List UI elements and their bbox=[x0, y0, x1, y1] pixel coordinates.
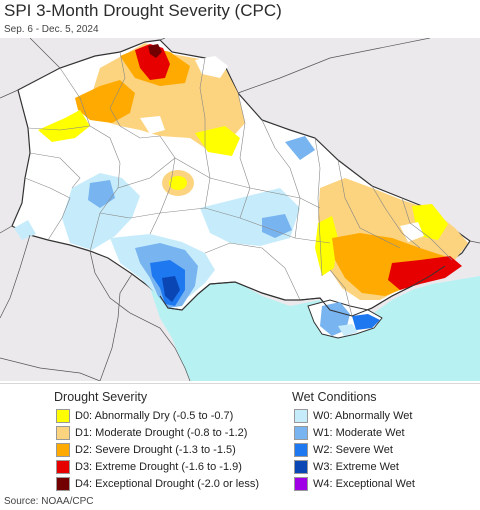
wet-w1-northeast bbox=[285, 136, 315, 160]
swatch-d4 bbox=[56, 477, 70, 491]
wet-w1-west bbox=[88, 180, 115, 208]
swatch-w3 bbox=[294, 460, 308, 474]
drought-d0-north-central bbox=[195, 126, 240, 156]
swatch-d3 bbox=[56, 460, 70, 474]
wet-w2-crimea bbox=[352, 314, 380, 330]
map-title: SPI 3-Month Drought Severity (CPC) bbox=[4, 1, 282, 20]
white-patch-north bbox=[195, 56, 228, 78]
drought-d3-east bbox=[388, 256, 462, 290]
white-patch-east bbox=[400, 222, 424, 242]
map-date-range: Sep. 6 - Dec. 5, 2024 bbox=[4, 24, 99, 35]
drought-d4-north bbox=[148, 44, 162, 58]
white-patch-central-north bbox=[140, 116, 165, 134]
swatch-d0 bbox=[56, 409, 70, 423]
legend-label-w0: W0: Abnormally Wet bbox=[313, 410, 413, 422]
source-credit: Source: NOAA/CPC bbox=[4, 496, 94, 507]
legend-item-w1: W1: Moderate Wet bbox=[294, 425, 405, 441]
swatch-w1 bbox=[294, 426, 308, 440]
wet-w0-southwest-edge bbox=[14, 220, 36, 240]
legend-label-d3: D3: Extreme Drought (-1.6 to -1.9) bbox=[75, 461, 242, 473]
wet-w0-crimea bbox=[338, 324, 358, 336]
wet-w1-central bbox=[262, 214, 292, 238]
drought-d0-northwest bbox=[38, 110, 90, 142]
legend-label-d0: D0: Abnormally Dry (-0.5 to -0.7) bbox=[75, 410, 234, 422]
wet-w3-south bbox=[162, 276, 180, 302]
drought-map bbox=[0, 38, 480, 381]
legend-item-d4: D4: Exceptional Drought (-2.0 or less) bbox=[56, 476, 259, 492]
legend-label-w1: W1: Moderate Wet bbox=[313, 427, 405, 439]
legend-item-w3: W3: Extreme Wet bbox=[294, 459, 399, 475]
legend-label-w3: W3: Extreme Wet bbox=[313, 461, 399, 473]
drought-d3-north bbox=[135, 44, 170, 80]
drought-d2-northwest bbox=[75, 80, 135, 123]
legend-label-d2: D2: Severe Drought (-1.3 to -1.5) bbox=[75, 444, 236, 456]
legend-label-w2: W2: Severe Wet bbox=[313, 444, 393, 456]
drought-legend-heading: Drought Severity bbox=[54, 390, 148, 404]
legend-item-w4: W4: Exceptional Wet bbox=[294, 476, 415, 492]
drought-d0-central bbox=[169, 176, 187, 190]
swatch-d1 bbox=[56, 426, 70, 440]
legend-item-d2: D2: Severe Drought (-1.3 to -1.5) bbox=[56, 442, 236, 458]
coastline bbox=[159, 265, 446, 317]
sea bbox=[150, 276, 480, 381]
legend-item-w2: W2: Severe Wet bbox=[294, 442, 393, 458]
region-borders bbox=[24, 51, 453, 317]
swatch-w0 bbox=[294, 409, 308, 423]
legend-label-d4: D4: Exceptional Drought (-2.0 or less) bbox=[75, 478, 260, 490]
swatch-d2 bbox=[56, 443, 70, 457]
wet-legend-heading: Wet Conditions bbox=[292, 390, 377, 404]
neighbor-borders bbox=[0, 38, 480, 381]
legend-item-d3: D3: Extreme Drought (-1.6 to -1.9) bbox=[56, 459, 242, 475]
drought-d0-east bbox=[315, 216, 338, 276]
swatch-w4 bbox=[294, 477, 308, 491]
legend-item-d1: D1: Moderate Drought (-0.8 to -1.2) bbox=[56, 425, 247, 441]
legend-label-w4: W4: Exceptional Wet bbox=[313, 478, 415, 490]
legend-label-d1: D1: Moderate Drought (-0.8 to -1.2) bbox=[75, 427, 248, 439]
legend-item-d0: D0: Abnormally Dry (-0.5 to -0.7) bbox=[56, 408, 233, 424]
legend-panel: Drought Severity Wet Conditions D0: Abno… bbox=[0, 383, 480, 491]
swatch-w2 bbox=[294, 443, 308, 457]
legend-item-w0: W0: Abnormally Wet bbox=[294, 408, 412, 424]
